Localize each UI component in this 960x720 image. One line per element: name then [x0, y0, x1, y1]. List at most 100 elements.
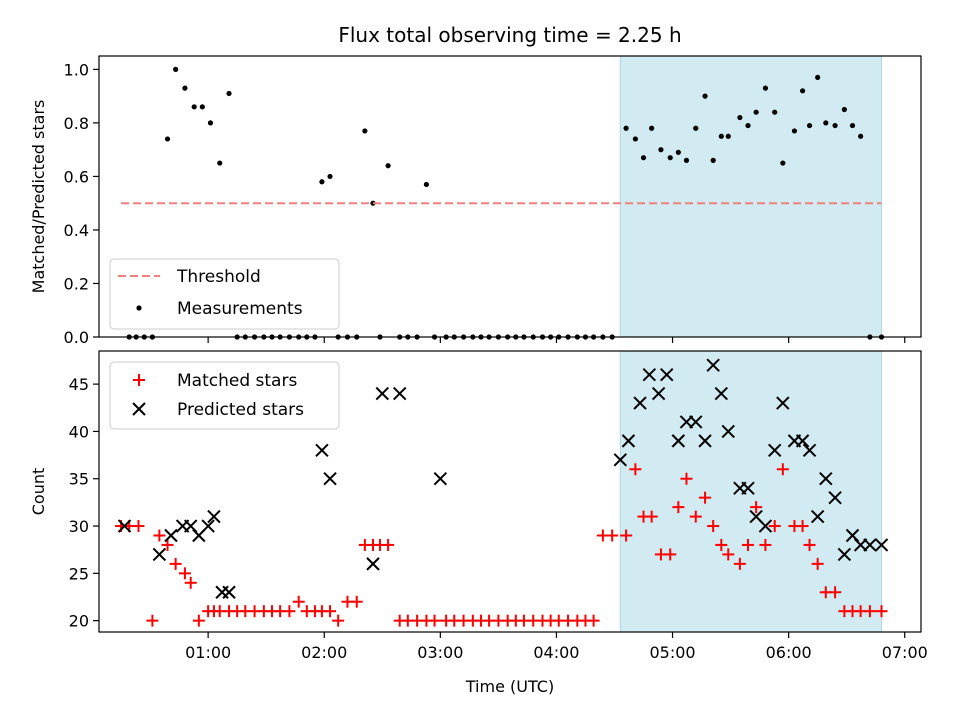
matched-marker	[645, 510, 658, 523]
legend-measurement-label: Measurements	[177, 299, 303, 319]
measurement-point	[385, 163, 391, 169]
predicted-marker	[207, 509, 221, 524]
predicted-marker	[837, 547, 852, 562]
measurement-point	[423, 181, 430, 188]
measurement-point	[832, 122, 838, 129]
predicted-marker	[164, 528, 178, 543]
ratio-panel: 0.0 0.2 0.4 0.6 0.8 1.0 Matched/Predicted sta…	[29, 55, 922, 347]
x-tick-label: 01:00	[185, 643, 231, 662]
measurement-point	[191, 104, 197, 110]
x-tick-label: 06:00	[766, 643, 812, 662]
y-tick-label: 0.0	[64, 328, 89, 347]
y-tick-label: 0.4	[64, 221, 89, 240]
measurement-point	[799, 88, 806, 94]
predicted-marker	[642, 367, 657, 382]
predicted-marker	[758, 519, 773, 533]
y-tick-label: 25	[69, 564, 89, 583]
y-tick-label: 45	[69, 375, 89, 394]
predicted-marker	[433, 472, 448, 486]
legend-predicted-label: Predicted stars	[177, 400, 304, 420]
ratio-y-ticks: 0.0 0.2 0.4 0.6 0.8 1.0	[64, 60, 99, 347]
matched-marker	[428, 614, 441, 627]
matched-marker	[811, 557, 824, 570]
highlight-span-top	[619, 55, 883, 338]
predicted-marker	[819, 472, 833, 486]
matched-marker	[620, 529, 633, 542]
measurement-point	[658, 147, 664, 153]
y-tick-label: 35	[69, 470, 89, 489]
legend-threshold-label: Threshold	[176, 267, 261, 287]
matched-marker	[192, 614, 205, 627]
measurement-point	[675, 149, 681, 155]
measurement-point	[823, 120, 829, 126]
matched-marker	[153, 529, 166, 542]
predicted-marker	[874, 538, 889, 552]
matched-marker	[169, 557, 182, 570]
measurement-point	[737, 114, 743, 121]
y-tick-label: 0.8	[64, 114, 89, 133]
measurement-point	[710, 157, 716, 163]
matched-marker	[750, 501, 763, 514]
predicted-marker	[201, 519, 215, 533]
matched-marker	[629, 463, 642, 476]
ratio-legend-box	[109, 258, 340, 330]
predicted-marker	[810, 509, 825, 524]
predicted-marker	[741, 481, 755, 495]
predicted-marker	[689, 415, 703, 429]
measurement-point	[226, 90, 232, 97]
y-tick-label: 0.2	[64, 274, 89, 293]
legend-predicted-swatch	[132, 402, 146, 416]
measurement-point	[683, 157, 690, 163]
measurement-point	[791, 128, 798, 134]
matched-marker	[350, 595, 363, 608]
measurement-point	[693, 125, 699, 131]
predicted-marker	[152, 547, 167, 562]
x-tick-label: 05:00	[649, 643, 695, 662]
measurement-point	[858, 133, 864, 139]
measurement-point	[753, 109, 759, 115]
matched-marker	[742, 538, 755, 551]
predicted-marker	[633, 396, 647, 410]
measurement-point	[815, 74, 821, 81]
legend-matched-swatch	[133, 374, 145, 386]
x-tick-label: 07:00	[882, 643, 928, 662]
matched-marker	[715, 538, 728, 551]
matched-marker	[707, 520, 720, 533]
count-legend: Matched stars Predicted stars	[109, 361, 340, 430]
predicted-marker	[768, 443, 782, 458]
predicted-marker	[222, 585, 236, 599]
matched-marker	[292, 595, 305, 608]
predicted-marker	[863, 538, 877, 552]
measurement-point	[173, 66, 179, 72]
predicted-marker	[366, 557, 380, 571]
measurement-point	[649, 125, 655, 131]
x-tick-label: 04:00	[533, 643, 579, 662]
predicted-star-markers	[117, 358, 889, 599]
predicted-marker	[375, 386, 389, 401]
matched-marker	[733, 557, 746, 570]
measurement-point	[702, 93, 708, 99]
ratio-legend: Threshold Measurements	[109, 258, 340, 330]
ratio-y-label: Matched/Predicted stars	[29, 100, 48, 294]
predicted-marker	[706, 358, 720, 372]
count-y-ticks: 20 25 30 35 40 45	[69, 375, 99, 631]
predicted-marker	[714, 386, 729, 401]
predicted-marker	[392, 386, 407, 401]
predicted-marker	[215, 585, 229, 599]
measurement-points	[126, 66, 885, 340]
matched-marker	[382, 538, 395, 551]
measurement-point	[849, 122, 856, 129]
matched-marker	[759, 538, 772, 551]
legend-matched-label: Matched stars	[177, 371, 297, 391]
x-tick-label: 02:00	[301, 643, 347, 662]
matched-marker	[689, 510, 702, 523]
ratio-x-ticks	[207, 337, 906, 343]
measurement-point	[725, 133, 731, 139]
measurement-point	[640, 155, 647, 161]
matched-marker	[664, 548, 677, 561]
x-axis-label: Time (UTC)	[465, 677, 554, 696]
ratio-axes-frame	[98, 55, 922, 338]
measurement-point	[207, 120, 214, 126]
predicted-marker	[117, 519, 132, 533]
